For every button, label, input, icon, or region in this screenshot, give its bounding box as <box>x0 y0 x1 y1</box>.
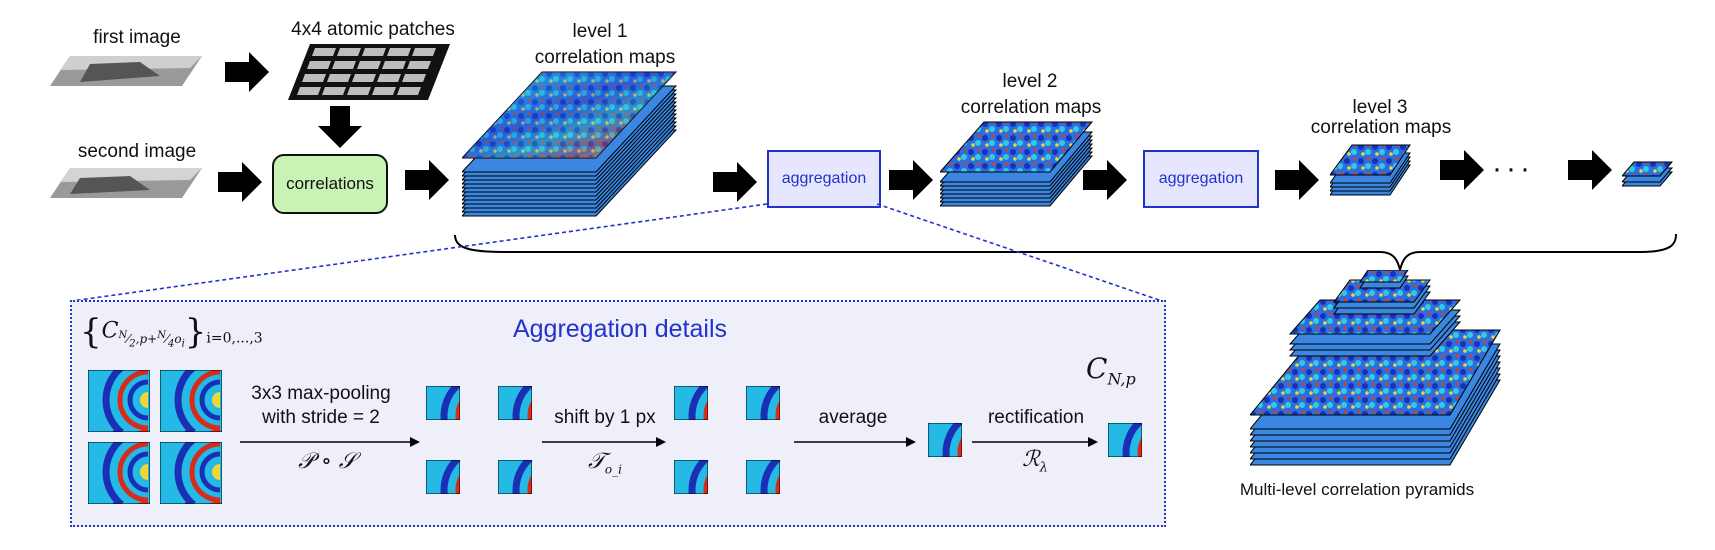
step2-operator: 𝒯o_i <box>570 450 640 481</box>
multi-level-pyramid <box>1250 270 1501 466</box>
atomic-patches-label: 4x4 atomic patches <box>291 19 455 40</box>
step2-operator-symbol: 𝒯 <box>588 449 605 474</box>
aggregation-box-1: aggregation <box>767 150 881 208</box>
input-map-tl <box>88 370 150 432</box>
step1-label-line2: with stride = 2 <box>262 407 380 428</box>
aggregation-label-1: aggregation <box>781 170 867 187</box>
pyramid-caption: Multi-level correlation pyramids <box>1239 480 1475 499</box>
step4-operator: ℛλ <box>1000 448 1070 479</box>
level1-label-line1: level 1 <box>572 21 628 42</box>
arrow-right-icon <box>713 162 757 202</box>
pooled-map-tl <box>426 386 460 420</box>
ellipsis: ··· <box>1492 152 1534 185</box>
arrow-right-icon <box>405 160 449 200</box>
level1-correlation-map-stack <box>462 71 678 217</box>
input-map-bl <box>88 442 150 504</box>
level2-correlation-map-stack <box>940 121 1094 207</box>
pooled-map-tr <box>498 386 532 420</box>
pooled-map-br <box>498 460 532 494</box>
aggregation-box-2: aggregation <box>1143 150 1259 208</box>
arrow-right-icon <box>1440 150 1484 190</box>
arrow-right-icon <box>225 52 269 92</box>
correlations-label: correlations <box>286 174 374 193</box>
output-formula: CN,p <box>1086 352 1136 389</box>
aggregation-label-2: aggregation <box>1158 170 1244 187</box>
correlations-box: correlations <box>272 154 388 214</box>
step3-arrow <box>794 437 916 447</box>
step1-operator: 𝒫 ∘ 𝒮 <box>298 449 356 474</box>
arrow-right-icon <box>218 162 262 202</box>
first-image-label: first image <box>93 27 181 48</box>
step1-arrow <box>240 437 420 447</box>
pooled-map-bl <box>426 460 460 494</box>
input-formula: {CN⁄2,p+N⁄4oi}i=0,...,3 <box>80 312 263 352</box>
output-sub: N,p <box>1107 369 1136 389</box>
step4-operator-sub: λ <box>1039 460 1048 476</box>
step2-label-line1: shift by 1 px <box>554 407 656 428</box>
step4-label: rectification <box>987 407 1085 428</box>
level2-label-line2: correlation maps <box>960 97 1102 118</box>
arrow-down-icon <box>318 106 362 148</box>
level3-label-line2: correlation maps <box>1310 117 1452 138</box>
input-map-tr <box>160 370 222 432</box>
arrow-right-icon <box>889 160 933 200</box>
shifted-map-tr <box>746 386 780 420</box>
second-image-thumbnail <box>50 168 202 198</box>
step2-arrow <box>542 437 666 447</box>
step2-operator-sub: o_i <box>604 462 622 477</box>
step4-operator-symbol: ℛ <box>1022 447 1040 472</box>
aggregation-details-title: Aggregation details <box>512 315 728 343</box>
output-symbol: C <box>1086 352 1108 385</box>
atomic-patches-grid <box>288 44 450 100</box>
level3-label-line1: level 3 <box>1352 97 1408 118</box>
aggregation-details-panel <box>70 300 1166 527</box>
step4-arrow <box>972 437 1098 447</box>
output-map <box>1108 423 1142 457</box>
level2-label-line1: level 2 <box>1002 71 1058 92</box>
step3-label: average <box>818 407 888 428</box>
arrow-right-icon <box>1275 160 1319 200</box>
first-image-thumbnail <box>50 56 202 86</box>
final-level-map-stack <box>1622 161 1674 187</box>
arrow-right-icon <box>1083 160 1127 200</box>
arrow-right-icon <box>1568 150 1612 190</box>
averaged-map <box>928 423 962 457</box>
shifted-map-bl <box>674 460 708 494</box>
input-map-br <box>160 442 222 504</box>
step1-label-line1: 3x3 max-pooling <box>251 383 391 404</box>
level1-label-line2: correlation maps <box>534 47 676 68</box>
shifted-map-tl <box>674 386 708 420</box>
shifted-map-br <box>746 460 780 494</box>
level3-correlation-map-stack <box>1330 144 1411 196</box>
second-image-label: second image <box>77 141 197 162</box>
